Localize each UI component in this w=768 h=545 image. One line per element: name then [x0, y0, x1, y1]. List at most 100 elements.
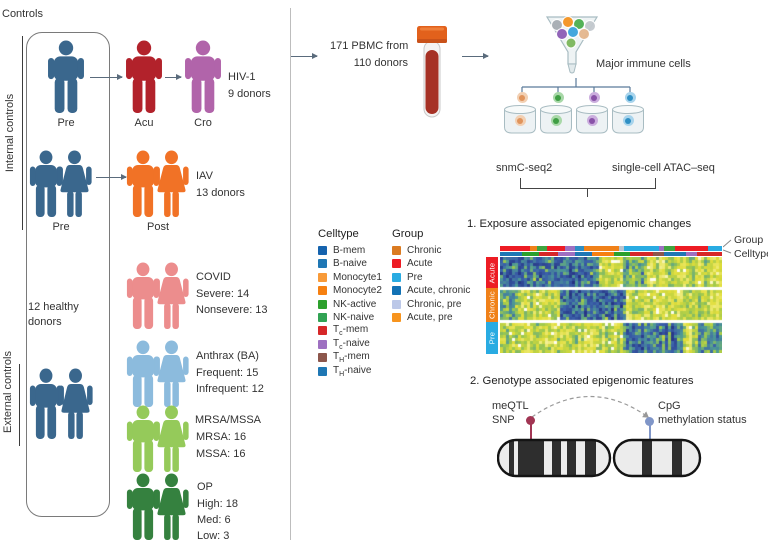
pbmc-line2: 110 donors	[353, 57, 408, 69]
heatmap-celltype-label: Celltype	[734, 248, 768, 260]
arrow-to-funnel-icon	[462, 51, 489, 60]
mrsa-female-icon	[153, 405, 190, 473]
legend-item: Pre	[392, 272, 470, 283]
arrow-pre-to-acu-icon	[90, 72, 123, 81]
healthy-donor-box	[26, 32, 110, 517]
heatmap-canvas	[500, 257, 722, 353]
legend-swatch	[318, 259, 327, 269]
legend-item: NK-naive	[318, 312, 382, 323]
op-line1: High: 18	[197, 498, 238, 510]
anthrax-female-icon	[153, 340, 190, 408]
mrsa-name: MRSA/MSSA	[195, 414, 262, 426]
anthrax-line2: Infrequent: 12	[196, 383, 264, 395]
legend-item: B-mem	[318, 245, 382, 256]
sorted-cell-4-icon	[624, 92, 636, 103]
covid-line1: Severe: 14	[196, 288, 250, 300]
cpg-label-line2: methylation status	[658, 414, 747, 426]
method-bracket	[520, 178, 521, 188]
chromosome-icon	[497, 438, 702, 478]
method-atac-label: single-cell ATAC–seq	[612, 162, 715, 174]
heatmap-row-sidebar: Acute Chronic Pre	[486, 257, 498, 354]
arrow-to-pbmc-icon	[291, 51, 318, 60]
meqtl-association-arc-icon	[531, 395, 649, 418]
major-immune-cells-label: Major immune cells	[596, 58, 691, 70]
iav-donors: 13 donors	[196, 187, 245, 199]
cup-cell-3-icon	[586, 115, 598, 126]
op-line3: Low: 3	[197, 530, 230, 542]
legend-swatch	[318, 326, 327, 336]
method-snmc-label: snmC-seq2	[496, 162, 553, 174]
heatmap-row-acute: Acute	[486, 257, 498, 288]
legend-swatch	[318, 353, 327, 363]
external-female-icon	[57, 368, 94, 440]
panel-divider	[290, 8, 291, 540]
hiv-cro-label: Cro	[194, 117, 212, 129]
arrow-pre-to-post-icon	[96, 172, 127, 181]
hiv-donors: 9 donors	[228, 88, 271, 100]
op-name: OP	[197, 481, 213, 493]
legend-item: Monocyte1	[318, 272, 382, 283]
funnel-icon	[545, 16, 599, 74]
anthrax-line1: Frequent: 15	[196, 367, 259, 379]
cup-cell-4-icon	[622, 115, 634, 126]
external-controls-label: External controls	[2, 351, 14, 433]
healthy-donors-line1: 12 healthy	[28, 301, 79, 313]
analysis2-title: 2. Genotype associated epigenomic featur…	[470, 375, 694, 387]
cpg-pin-icon	[645, 417, 654, 426]
iav-name: IAV	[196, 170, 213, 182]
group-legend-title: Group	[392, 228, 424, 240]
legend-item: NK-active	[318, 299, 382, 310]
heatmap-group-bar	[500, 246, 722, 251]
sorted-cell-3-icon	[588, 92, 600, 103]
legend-swatch	[318, 286, 327, 296]
heatmap-celltype-bar	[500, 251, 722, 256]
legend-swatch	[318, 366, 327, 376]
legend-item: Acute, pre	[392, 312, 470, 323]
healthy-donors-line2: donors	[28, 316, 62, 328]
blood-tube-icon	[417, 26, 447, 118]
arrow-acu-to-cro-icon	[165, 72, 182, 81]
internal-controls-bracket	[22, 36, 24, 230]
meqtl-label-line2: SNP	[492, 414, 515, 426]
meqtl-label-line1: meQTL	[492, 400, 529, 412]
covid-name: COVID	[196, 271, 231, 283]
legend-swatch	[392, 246, 401, 255]
legend-swatch	[392, 272, 401, 282]
external-controls-bracket	[19, 364, 21, 446]
heatmap-group-label: Group	[734, 234, 764, 246]
celltype-legend: B-mem B-naive Monocyte1 Monocyte2 NK-active N…	[318, 245, 382, 378]
funnel-branch-icon	[519, 78, 633, 98]
mrsa-line2: MSSA: 16	[196, 448, 246, 460]
legend-item: Tc-mem	[318, 324, 382, 337]
annotation-tick-icon	[723, 239, 732, 254]
iav-pre-label: Pre	[52, 221, 70, 233]
iav-post-female-icon	[153, 150, 190, 218]
legend-swatch	[392, 286, 401, 296]
mrsa-line1: MRSA: 16	[196, 431, 247, 443]
hiv-acute-male-icon	[125, 40, 163, 114]
iav-pre-female-icon	[56, 150, 93, 218]
hiv-chronic-male-icon	[184, 40, 222, 114]
legend-item: Acute, chronic	[392, 285, 470, 296]
hiv-name: HIV-1	[228, 71, 256, 83]
hiv-pre-label: Pre	[57, 117, 75, 129]
celltype-legend-title: Celltype	[318, 228, 359, 240]
heatmap-row-chronic: Chronic	[486, 288, 498, 322]
legend-item: Tc-naive	[318, 338, 382, 351]
covid-female-icon	[153, 262, 190, 330]
legend-item: B-naive	[318, 258, 382, 269]
internal-controls-label: Internal controls	[4, 93, 16, 173]
op-line2: Med: 6	[197, 514, 231, 526]
sorted-cell-2-icon	[552, 92, 564, 103]
legend-swatch	[318, 312, 327, 322]
legend-swatch	[318, 339, 327, 349]
legend-item: Monocyte2	[318, 285, 382, 296]
cpg-label-line1: CpG	[658, 400, 681, 412]
cpg-pin-line	[649, 425, 651, 451]
group-legend: Chronic Acute Pre Acute, chronic Chronic, pr…	[392, 245, 470, 323]
snp-pin-icon	[526, 416, 535, 425]
snp-pin-line	[530, 424, 532, 452]
legend-item: Chronic, pre	[392, 299, 470, 310]
op-female-icon	[153, 473, 190, 541]
